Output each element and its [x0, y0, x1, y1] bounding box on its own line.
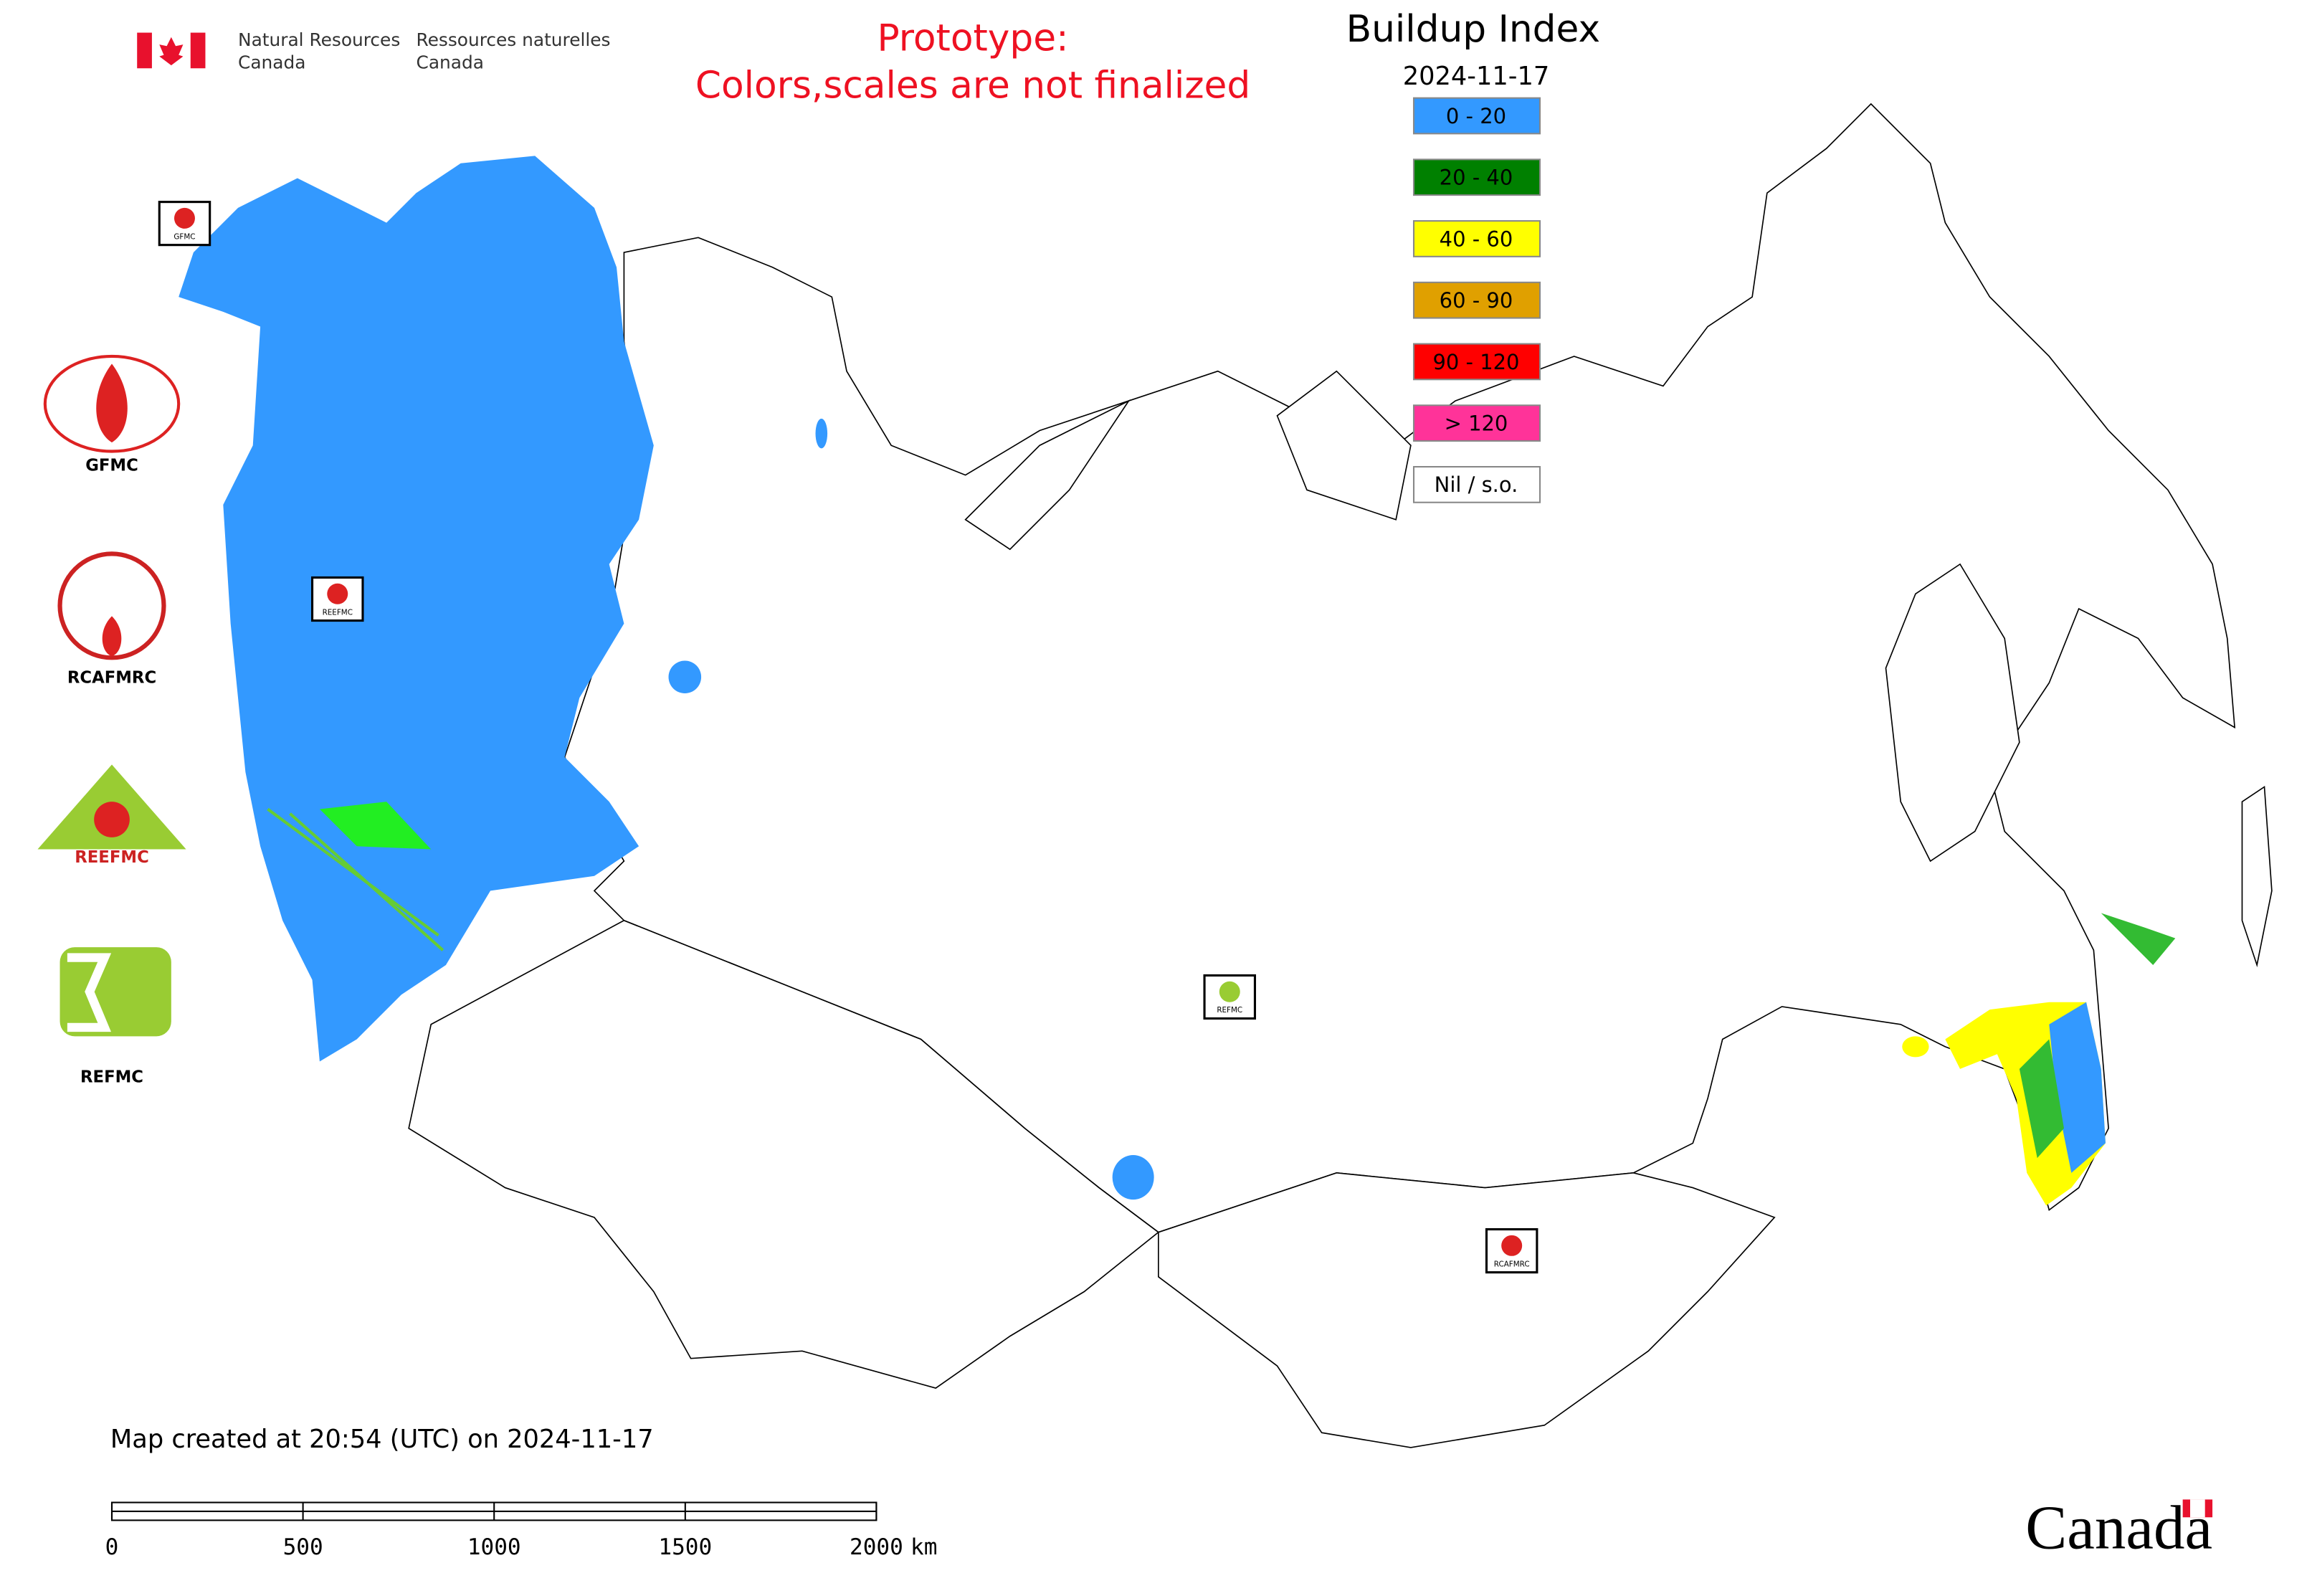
raster-spot — [815, 418, 828, 449]
footer: Map created at 20:54 (UTC) on 2024-11-17 — [110, 1425, 654, 1454]
raster-west — [179, 156, 654, 1062]
logo-label: REEFMC — [75, 848, 149, 867]
raster-spot — [668, 660, 702, 694]
kamchatka — [1885, 563, 2020, 863]
logo-label: GFMC — [85, 456, 138, 475]
logo-flame — [96, 364, 128, 443]
scale-label: 1500 — [658, 1534, 712, 1560]
logo-label: RCAFMRC — [67, 669, 156, 688]
legend: Buildup Index 2024-11-17 0 - 20 20 - 40 40… — [1346, 8, 1600, 503]
logo-flame — [94, 802, 130, 837]
logo-refmc — [60, 947, 171, 1037]
marker-label: REEFMC — [323, 608, 353, 617]
logo-rcafmrc — [57, 551, 166, 660]
marker-icon — [327, 583, 348, 604]
legend-label: > 120 — [1445, 412, 1508, 436]
index-raster — [179, 156, 2176, 1206]
agency-en: Natural Resources — [238, 29, 400, 50]
legend-date: 2024-11-17 — [1403, 62, 1550, 91]
legend-swatch — [1412, 343, 1541, 381]
legend-label: 0 - 20 — [1446, 104, 1506, 128]
agency-fr: Ressources naturelles — [417, 29, 611, 50]
logos: GFMC RCAFMRC REEFMC REFMC — [37, 354, 186, 1087]
raster-east-green — [2019, 913, 2176, 1159]
taimyr — [1276, 370, 1412, 521]
notice: Prototype: — [877, 16, 1068, 60]
mongolia — [1158, 1172, 1776, 1448]
marker-label: REFMC — [1217, 1006, 1242, 1015]
scale-label: 500 — [283, 1534, 323, 1560]
legend-swatch — [1412, 465, 1541, 503]
scale-label: 0 — [105, 1534, 119, 1560]
logo-label: REFMC — [80, 1068, 143, 1087]
wordmark: Canada — [2025, 1493, 2212, 1562]
raster-east-blue — [2049, 1002, 2106, 1173]
marker-icon — [173, 207, 195, 229]
marker-icon — [1219, 981, 1240, 1002]
raster-west-green — [319, 802, 432, 850]
marker-label: RCAFMRC — [1494, 1260, 1530, 1268]
raster-east-yellow — [1902, 1036, 1929, 1058]
header: Natural Resources Canada Ressources natu… — [137, 16, 1250, 108]
raster-spot — [1112, 1155, 1154, 1200]
scale-unit: km — [910, 1534, 937, 1560]
legend-swatch — [1412, 158, 1541, 196]
flag-bar — [190, 32, 206, 69]
notice: Colors,scales are not finalized — [695, 65, 1250, 108]
scale-bar: 0 500 1000 1500 2000 km — [105, 1501, 937, 1560]
legend-label: Nil / s.o. — [1435, 472, 1518, 497]
maple-leaf — [159, 37, 184, 66]
wordmark-flag — [2189, 1499, 2205, 1518]
marker-box — [1485, 1227, 1538, 1274]
flag-bar — [137, 32, 152, 69]
kazakhstan — [408, 919, 1160, 1390]
legend-swatch — [1412, 281, 1541, 319]
legend-label: 90 - 120 — [1432, 350, 1519, 374]
novaya-zemlya — [964, 399, 1131, 551]
scale-label: 1000 — [467, 1534, 521, 1560]
marker-label: GFMC — [173, 232, 195, 241]
logo-sigma — [67, 953, 112, 1032]
legend-swatch — [1412, 220, 1541, 257]
land — [408, 103, 2273, 1448]
scale-label: 2000 — [850, 1534, 903, 1560]
map-markers: GFMC REEFMC REFMC RCAFMRC — [158, 201, 1538, 1274]
logo-flame — [102, 616, 122, 657]
legend-title: Buildup Index — [1346, 8, 1600, 51]
legend-swatch — [1412, 404, 1541, 442]
agency-fr: Canada — [417, 52, 484, 72]
sakhalin — [2241, 785, 2273, 968]
agency-en: Canada — [238, 52, 305, 72]
legend-label: 20 - 40 — [1440, 166, 1513, 190]
legend-label: 40 - 60 — [1440, 227, 1513, 251]
legend-label: 60 - 90 — [1440, 288, 1513, 313]
legend-swatch — [1412, 97, 1541, 135]
marker-icon — [1501, 1235, 1523, 1256]
raster-west-stripe — [267, 807, 444, 951]
